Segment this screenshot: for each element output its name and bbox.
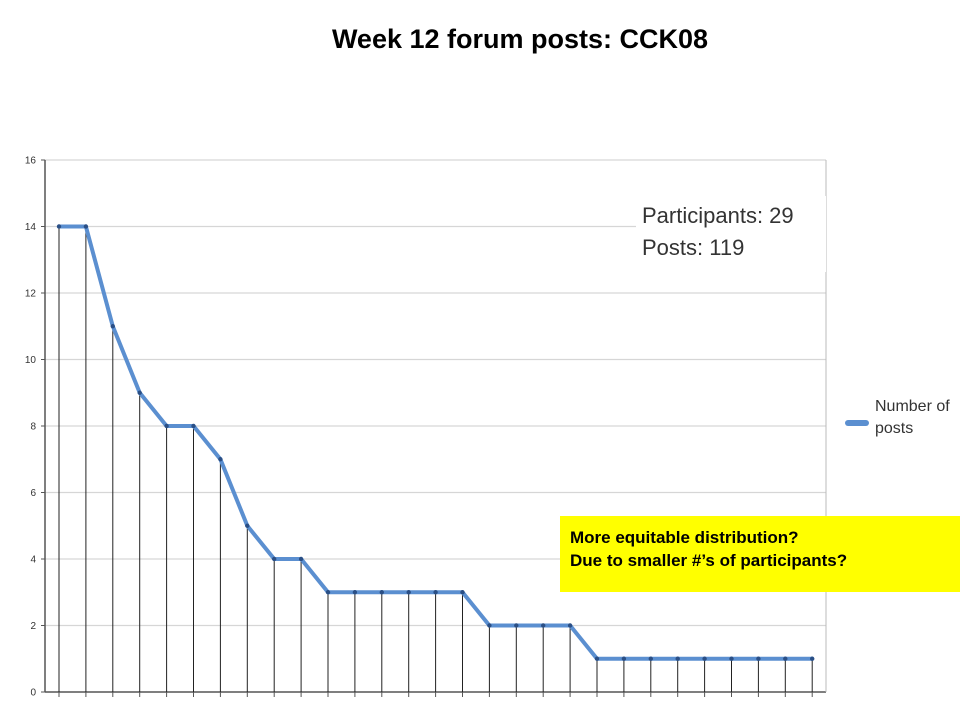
data-point <box>56 224 62 229</box>
y-tick-label: 8 <box>30 422 36 433</box>
y-tick-label: 16 <box>25 156 37 167</box>
data-point <box>406 590 411 595</box>
y-tick-label: 0 <box>30 688 36 699</box>
data-point <box>272 556 277 562</box>
drop-lines <box>58 226 813 692</box>
legend-swatch <box>845 420 869 426</box>
data-point <box>433 590 438 595</box>
data-point <box>164 423 169 429</box>
y-tick-label: 12 <box>25 289 37 300</box>
data-point <box>541 623 546 628</box>
data-point <box>191 423 196 429</box>
data-point <box>245 523 250 528</box>
y-tick-label: 6 <box>30 488 36 499</box>
y-tick-label: 10 <box>25 355 37 366</box>
data-point <box>487 623 492 628</box>
data-point <box>325 590 331 595</box>
participants-count: Participants: 29 <box>642 203 794 228</box>
y-tick-label: 2 <box>30 621 36 632</box>
data-point <box>218 457 223 462</box>
y-tick-label: 4 <box>30 555 36 566</box>
data-point <box>594 656 600 661</box>
data-point <box>83 224 89 229</box>
chart-legend: Number of posts <box>845 396 955 440</box>
data-point <box>783 656 788 661</box>
data-point <box>137 390 142 395</box>
callout-line-2: Due to smaller #’s of participants? <box>570 551 848 570</box>
data-point <box>648 656 653 661</box>
data-point <box>110 324 116 329</box>
posts-count: Posts: 119 <box>642 235 745 260</box>
callout-box: More equitable distribution? Due to smal… <box>560 516 960 592</box>
data-point <box>675 656 680 661</box>
tick-labels: 0 2 4 6 8 10 12 14 16 <box>25 156 37 699</box>
legend-label: Number of posts <box>875 398 950 437</box>
data-point <box>352 590 358 595</box>
data-point <box>756 656 761 661</box>
data-point <box>621 656 627 661</box>
data-point <box>379 590 384 595</box>
data-point <box>460 590 465 595</box>
data-point <box>514 623 519 628</box>
callout-line-1: More equitable distribution? <box>570 528 799 547</box>
data-point <box>810 656 815 661</box>
data-point <box>298 556 304 562</box>
data-point <box>702 656 707 661</box>
series-layer <box>56 224 815 661</box>
slide-title: Week 12 forum posts: CCK08 <box>331 24 709 54</box>
stats-box: Participants: 29 Posts: 119 <box>636 196 826 272</box>
data-point <box>567 623 573 628</box>
data-point <box>729 656 734 661</box>
y-tick-label: 14 <box>25 222 37 233</box>
